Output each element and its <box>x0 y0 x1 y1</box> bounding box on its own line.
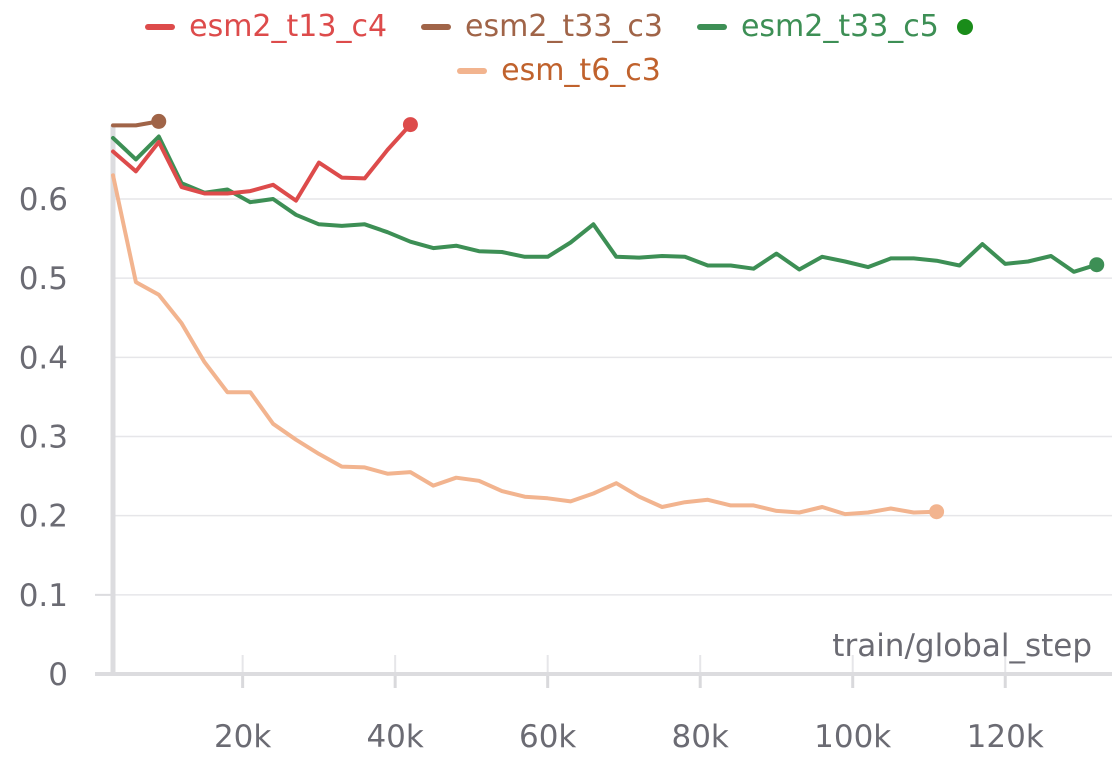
legend-item-esm2-t33-c5[interactable]: esm2_t33_c5 <box>696 9 973 44</box>
y-tick-label-0-6: 0.6 <box>19 182 68 218</box>
legend-item-esm-t6-c3[interactable]: esm_t6_c3 <box>457 56 661 86</box>
x-tick-label-20k: 20k <box>214 719 271 755</box>
x-tick-label-100k: 100k <box>814 719 891 755</box>
legend-label-esm2-t13-c4: esm2_t13_c4 <box>189 9 388 44</box>
legend-item-esm2-t13-c4[interactable]: esm2_t13_c4 <box>145 12 387 42</box>
series-end-marker-esm-t6-c3 <box>929 504 945 520</box>
tick-labels: 0 0.1 0.2 0.3 0.4 0.5 0.6 20k 40k 60k 80k 100k 120k <box>19 182 1044 755</box>
legend-label-esm-t6-c3: esm_t6_c3 <box>501 53 661 88</box>
highlight-dot-icon <box>956 19 973 35</box>
legend-row-2: esm_t6_c3 <box>0 56 1118 86</box>
x-tick-label-60k: 60k <box>519 719 576 755</box>
y-tick-label-0-2: 0.2 <box>19 499 68 535</box>
legend-swatch-esm2-t33-c5 <box>696 24 727 30</box>
x-tick-label-120k: 120k <box>967 719 1044 755</box>
series-line-esm2-t33-c5 <box>111 134 1099 274</box>
x-tick-label-80k: 80k <box>671 719 728 755</box>
series-end-marker-esm2-t33-c3 <box>151 113 167 129</box>
legend-swatch-esm-t6-c3 <box>457 68 488 74</box>
x-tick-label-40k: 40k <box>366 719 423 755</box>
legend-label-esm2-t33-c5: esm2_t33_c5 <box>740 9 939 44</box>
y-tick-label-0-1: 0.1 <box>19 578 68 614</box>
y-tick-label-0-3: 0.3 <box>19 420 68 456</box>
legend-swatch-esm2-t13-c4 <box>145 24 176 30</box>
series-line-esm2-t13-c4 <box>111 122 413 203</box>
series-line-esm-t6-c3 <box>111 173 939 517</box>
x-axis-label: train/global_step <box>832 628 1092 664</box>
legend-row-1: esm2_t13_c4 esm2_t33_c3 esm2_t33_c5 <box>0 12 1118 42</box>
legend-swatch-esm2-t33-c3 <box>421 24 452 30</box>
legend-item-esm2-t33-c3[interactable]: esm2_t33_c3 <box>421 12 663 42</box>
series-lines <box>111 113 1105 520</box>
series-end-marker-esm2-t13-c4 <box>402 117 418 133</box>
y-tick-label-0-4: 0.4 <box>19 340 68 376</box>
legend-label-esm2-t33-c3: esm2_t33_c3 <box>465 9 663 44</box>
axes <box>95 125 1112 688</box>
grid-lines <box>113 198 1112 674</box>
y-tick-label-0: 0 <box>48 657 68 693</box>
series-line-esm2-t33-c3 <box>111 119 161 128</box>
y-tick-label-0-5: 0.5 <box>19 261 68 297</box>
series-end-marker-esm2-t33-c5 <box>1089 257 1105 273</box>
